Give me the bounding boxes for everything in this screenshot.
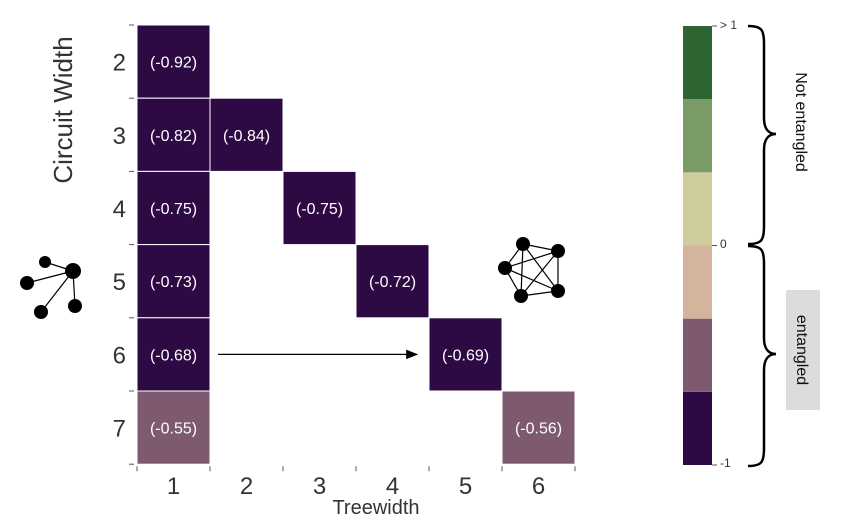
cell-label-4-5: (-0.72) [369, 274, 416, 291]
heatmap-cell-1-4 [136, 170, 211, 246]
heatmap-cells [136, 24, 576, 465]
y-tick-label-2: 2 [113, 50, 126, 77]
heatmap-cell-1-5 [136, 244, 211, 319]
heatmap-cell-2-3 [209, 97, 284, 172]
cell-label-1-6: (-0.68) [150, 347, 197, 364]
y-axis-title: Circuit Width [48, 36, 78, 183]
colorbar-bin-1 [683, 318, 712, 392]
y-tick-label-6: 6 [113, 342, 126, 369]
cell-label-1-4: (-0.75) [150, 201, 197, 218]
colorbar-bin-2 [683, 245, 712, 319]
colorbar-label-max: > 1 [720, 18, 737, 32]
upper-brace [747, 24, 777, 246]
graph-edge [522, 243, 559, 292]
x-tick-label-4: 4 [386, 473, 399, 500]
cell-label-1-3: (-0.82) [150, 128, 197, 145]
y-tick-label-7: 7 [113, 416, 126, 443]
x-tick-label-1: 1 [167, 473, 180, 500]
heatmap-cell-3-4 [282, 170, 357, 246]
graph-node [551, 244, 565, 258]
colorbar-label-zero: 0 [720, 237, 727, 251]
cell-label-6-7: (-0.56) [515, 421, 562, 438]
x-tick-label-6: 6 [532, 473, 545, 500]
y-tick-label-4: 4 [113, 196, 126, 223]
colorbar [683, 25, 717, 466]
y-tick-label-3: 3 [113, 123, 126, 150]
entangled-label-background [786, 290, 820, 410]
cell-label-2-3: (-0.84) [223, 128, 270, 145]
entangled-label: entangled [793, 315, 810, 385]
colorbar-bin-0 [683, 391, 712, 465]
x-tick-label-5: 5 [459, 473, 472, 500]
cell-label-5-6: (-0.69) [442, 347, 489, 364]
lower-brace [747, 244, 777, 468]
heatmap-cell-1-6 [136, 317, 211, 392]
x-tick-label-2: 2 [240, 473, 253, 500]
cell-label-1-2: (-0.92) [150, 55, 197, 72]
y-tick-label-5: 5 [113, 269, 126, 296]
heatmap-cell-1-7 [136, 390, 211, 465]
cell-label-1-5: (-0.73) [150, 274, 197, 291]
graph-node [514, 289, 528, 303]
x-axis-title: Treewidth [332, 497, 419, 519]
colorbar-bin-4 [683, 99, 712, 173]
cell-label-3-4: (-0.75) [296, 201, 343, 218]
cell-label-1-7: (-0.55) [150, 421, 197, 438]
heatmap-cell-1-2 [136, 24, 211, 99]
x-tick-label-3: 3 [313, 473, 326, 500]
heatmap-cell-4-5 [355, 244, 430, 319]
not-entangled-label: Not entangled [792, 72, 809, 172]
heatmap-axes: 2 3 4 5 6 7 1 2 3 4 5 6 [113, 24, 576, 500]
graph-edge [520, 250, 559, 297]
complete-graph-icon [498, 237, 565, 303]
graph-node [516, 237, 530, 251]
colorbar-label-min: -1 [720, 456, 731, 470]
graph-node [551, 284, 565, 298]
star-graph-icon [20, 256, 82, 319]
graph-node [498, 261, 512, 275]
colorbar-bin-5 [683, 26, 712, 100]
heatmap-cell-labels: (-0.92) (-0.82) (-0.84) (-0.75) (-0.75) (-0.7… [150, 55, 562, 438]
heatmap-cell-1-3 [136, 97, 211, 172]
heatmap-cell-6-7 [501, 390, 576, 465]
colorbar-bin-3 [683, 172, 712, 246]
graph-edge [504, 267, 559, 292]
heatmap-cell-5-6 [428, 317, 503, 392]
graph-edge [504, 250, 559, 269]
graph-edge [520, 243, 524, 297]
